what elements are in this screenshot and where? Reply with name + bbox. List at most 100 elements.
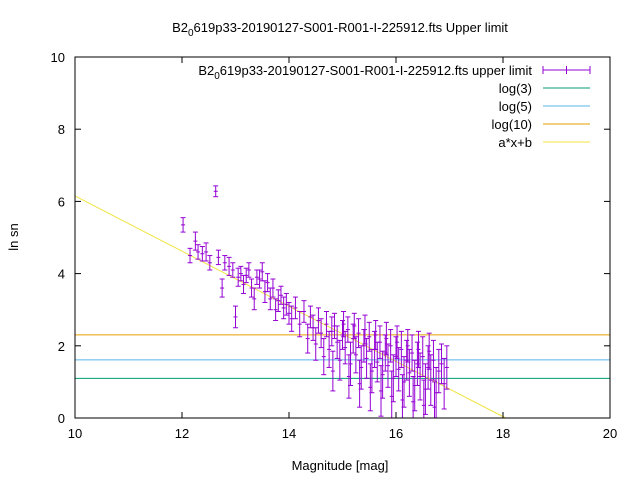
data-point bbox=[415, 330, 421, 368]
data-point bbox=[267, 287, 273, 311]
y-tick-label: 2 bbox=[58, 339, 65, 354]
data-point bbox=[259, 262, 265, 282]
data-point bbox=[330, 350, 336, 392]
data-point bbox=[414, 341, 420, 387]
data-point bbox=[394, 325, 400, 359]
data-point bbox=[230, 262, 236, 278]
fit-line-layer bbox=[74, 195, 506, 419]
data-point bbox=[289, 305, 295, 332]
data-point bbox=[315, 307, 321, 334]
data-point bbox=[323, 311, 329, 338]
data-point bbox=[275, 289, 281, 313]
data-point bbox=[199, 246, 205, 262]
data-point bbox=[222, 255, 228, 271]
data-point bbox=[345, 316, 351, 343]
data-point bbox=[246, 262, 252, 278]
data-point bbox=[215, 249, 221, 266]
data-point bbox=[180, 217, 186, 233]
x-tick-label: 10 bbox=[68, 426, 82, 441]
legend: B20619p33-20190127-S001-R001-I-225912.ft… bbox=[198, 63, 591, 150]
data-point bbox=[436, 348, 442, 394]
x-tick-label: 12 bbox=[175, 426, 189, 441]
data-point bbox=[251, 287, 257, 311]
x-axis-label: Magnitude [mag] bbox=[292, 458, 389, 473]
data-point bbox=[373, 320, 379, 350]
data-point bbox=[340, 320, 345, 350]
data-point bbox=[341, 311, 347, 338]
data-point bbox=[192, 231, 198, 251]
data-point bbox=[426, 332, 432, 370]
data-point bbox=[383, 321, 389, 356]
y-tick-label: 10 bbox=[51, 50, 65, 65]
data-point bbox=[292, 296, 298, 320]
legend-label-log10: log(10) bbox=[492, 117, 532, 132]
data-point bbox=[334, 325, 340, 359]
x-tick-label: 16 bbox=[389, 426, 403, 441]
data-point bbox=[301, 300, 307, 323]
data-point bbox=[233, 305, 238, 329]
data-point bbox=[226, 256, 232, 276]
data-point bbox=[241, 274, 247, 294]
chart-title: B20619p33-20190127-S001-R001-I-225912.ft… bbox=[172, 20, 508, 39]
data-point bbox=[278, 285, 284, 305]
data-point bbox=[438, 343, 444, 385]
data-point bbox=[254, 269, 260, 285]
data-point bbox=[346, 354, 352, 399]
data-point bbox=[444, 345, 450, 390]
data-point bbox=[207, 255, 213, 271]
data-point bbox=[377, 325, 383, 359]
data-point bbox=[393, 336, 399, 377]
data-point bbox=[366, 321, 372, 352]
data-point bbox=[405, 329, 411, 363]
data-point bbox=[362, 314, 368, 345]
data-point bbox=[187, 247, 193, 264]
data-point bbox=[286, 301, 292, 325]
data-point bbox=[420, 336, 426, 377]
y-tick-label: 6 bbox=[58, 194, 65, 209]
data-point bbox=[425, 345, 431, 390]
data-point bbox=[270, 278, 276, 298]
data-point bbox=[430, 339, 436, 381]
data-point bbox=[257, 269, 263, 289]
data-point bbox=[265, 273, 271, 293]
data-point bbox=[404, 339, 410, 381]
data-point bbox=[235, 267, 241, 287]
data-point bbox=[357, 359, 363, 408]
data-point bbox=[305, 323, 311, 354]
y-tick-label: 4 bbox=[58, 267, 65, 282]
data-point bbox=[283, 292, 289, 316]
legend-label-fit: a*x+b bbox=[498, 135, 532, 150]
y-axis-label: ln sn bbox=[6, 223, 21, 250]
data-point bbox=[356, 318, 362, 349]
data-point bbox=[243, 267, 249, 284]
data-point bbox=[213, 185, 219, 198]
data-point bbox=[329, 316, 335, 347]
data-point bbox=[337, 339, 343, 381]
data-point bbox=[318, 318, 324, 349]
data-point bbox=[195, 244, 201, 260]
data-points bbox=[180, 185, 450, 419]
x-tick-label: 18 bbox=[496, 426, 510, 441]
data-point bbox=[203, 242, 209, 262]
data-point bbox=[321, 338, 327, 376]
data-point bbox=[219, 278, 225, 298]
data-point bbox=[351, 312, 357, 340]
data-point bbox=[238, 265, 244, 282]
data-point bbox=[378, 365, 384, 417]
data-point bbox=[313, 327, 319, 361]
y-tick-label: 0 bbox=[58, 411, 65, 426]
x-tick-label: 14 bbox=[282, 426, 296, 441]
data-point bbox=[398, 330, 404, 368]
axes: 10 12 14 16 18 20 0 2 4 6 8 10 bbox=[51, 50, 618, 441]
data-point bbox=[364, 338, 370, 379]
legend-label-log5: log(5) bbox=[499, 99, 532, 114]
legend-label-series: B20619p33-20190127-S001-R001-I-225912.ft… bbox=[198, 63, 532, 82]
plot-frame bbox=[74, 56, 611, 419]
y-tick-label: 8 bbox=[58, 122, 65, 137]
data-point bbox=[273, 298, 279, 322]
data-point bbox=[409, 334, 415, 372]
data-point bbox=[388, 329, 394, 363]
x-tick-label: 20 bbox=[603, 426, 617, 441]
data-point bbox=[367, 363, 373, 412]
